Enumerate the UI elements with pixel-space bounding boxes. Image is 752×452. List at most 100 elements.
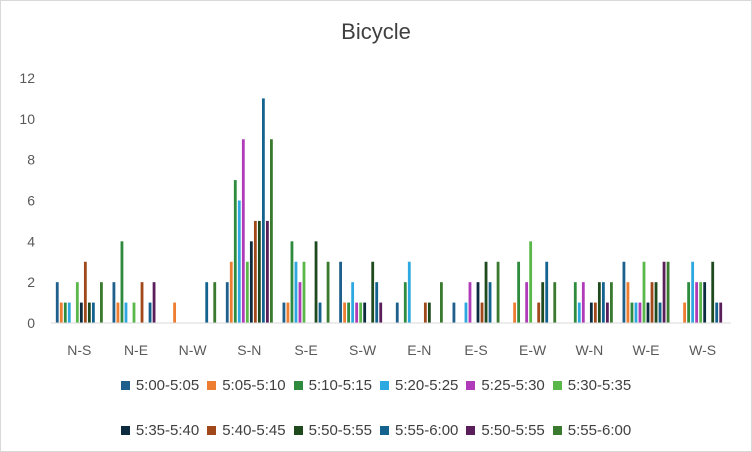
legend-swatch: [207, 426, 217, 435]
bar: [229, 261, 233, 323]
x-tick-label: E-N: [407, 342, 431, 358]
bar: [654, 282, 658, 323]
legend-label: 5:20-5:25: [395, 377, 459, 394]
legend-item: 5:55-6:00: [552, 422, 632, 439]
legend-label: 5:55-6:00: [567, 422, 632, 439]
bar: [371, 261, 375, 323]
legend-item: 5:50-5:55: [293, 422, 372, 439]
bar: [75, 282, 79, 323]
x-tick-label: N-E: [124, 342, 148, 358]
bar: [440, 282, 443, 323]
legend-item: 5:05-5:10: [207, 377, 286, 394]
bar: [638, 302, 642, 323]
bar: [294, 261, 298, 323]
bar: [452, 302, 456, 323]
bar: [691, 261, 695, 323]
bar: [87, 302, 91, 323]
x-tick-label: N-S: [67, 342, 91, 358]
bar: [715, 302, 719, 323]
bar: [282, 302, 286, 323]
bar: [379, 302, 383, 323]
bar: [100, 282, 103, 323]
bar: [347, 302, 351, 323]
bar: [375, 282, 379, 323]
x-tick-label: W-E: [633, 342, 660, 358]
bar: [605, 302, 609, 323]
bar: [427, 302, 431, 323]
x-tick-label: S-W: [349, 342, 377, 358]
bar: [666, 261, 670, 323]
bar: [148, 302, 152, 323]
bar: [662, 261, 666, 323]
legend-label: 5:50-5:55: [308, 422, 372, 439]
bar: [553, 282, 557, 323]
x-tick-label: E-W: [519, 342, 547, 358]
bar: [496, 261, 500, 323]
bar: [286, 302, 290, 323]
x-tick-label: W-N: [575, 342, 603, 358]
legend-swatch: [293, 381, 303, 390]
y-tick-label: 12: [19, 70, 35, 86]
x-tick-label: S-N: [237, 342, 261, 358]
bar: [541, 282, 545, 323]
bar: [67, 302, 71, 323]
bar: [326, 261, 330, 323]
bar: [91, 302, 95, 323]
bar: [699, 282, 703, 323]
bar: [658, 302, 662, 323]
legend-swatch: [552, 426, 562, 435]
bar: [63, 302, 67, 323]
legend-label: 5:05-5:10: [222, 377, 286, 394]
legend-item: 5:30-5:35: [552, 377, 632, 394]
bar: [517, 261, 521, 323]
y-tick-label: 2: [27, 274, 35, 290]
legend-label: 5:40-5:45: [222, 422, 286, 439]
bar: [601, 282, 605, 323]
bar: [124, 302, 128, 323]
legend-swatch: [120, 381, 130, 390]
bar: [488, 282, 492, 323]
legend-label: 5:00-5:05: [135, 377, 200, 394]
bar: [476, 282, 480, 323]
legend-swatch: [207, 381, 217, 390]
bar: [581, 282, 585, 323]
bar: [589, 302, 593, 323]
bar: [646, 302, 650, 323]
bar: [79, 302, 83, 323]
bar: [302, 261, 306, 323]
bar: [233, 180, 237, 323]
legend-item: 5:40-5:45: [207, 422, 286, 439]
bar: [537, 302, 541, 323]
bar: [593, 302, 597, 323]
bar: [597, 282, 601, 323]
bar: [464, 302, 468, 323]
legend-swatch: [380, 381, 389, 390]
legend-item: 5:00-5:05: [120, 377, 200, 394]
legend-swatch: [120, 426, 130, 435]
bar: [339, 261, 342, 323]
legend-label: 5:35-5:40: [135, 422, 200, 439]
bar: [363, 302, 367, 323]
bar: [140, 282, 144, 323]
bar: [513, 302, 517, 323]
legend-swatch: [552, 381, 562, 390]
bar: [261, 98, 265, 323]
bar: [245, 261, 249, 323]
bar: [241, 139, 245, 323]
bar: [83, 261, 87, 323]
y-tick-label: 6: [27, 193, 35, 209]
y-tick-label: 10: [19, 111, 35, 127]
bar: [351, 282, 355, 323]
legend: 5:00-5:05 5:05-5:10 5:10-5:15 5:20-5:25 5:25…: [1, 377, 751, 439]
legend-item: 5:10-5:15: [293, 377, 372, 394]
bar: [626, 282, 630, 323]
legend-label: 5:50-5:55: [481, 422, 545, 439]
x-tick-label: S-E: [294, 342, 317, 358]
bar: [253, 220, 257, 323]
bar: [703, 282, 707, 323]
bar: [116, 302, 120, 323]
bar: [213, 282, 217, 323]
legend-label: 5:30-5:35: [567, 377, 632, 394]
legend-label: 5:25-5:30: [481, 377, 545, 394]
